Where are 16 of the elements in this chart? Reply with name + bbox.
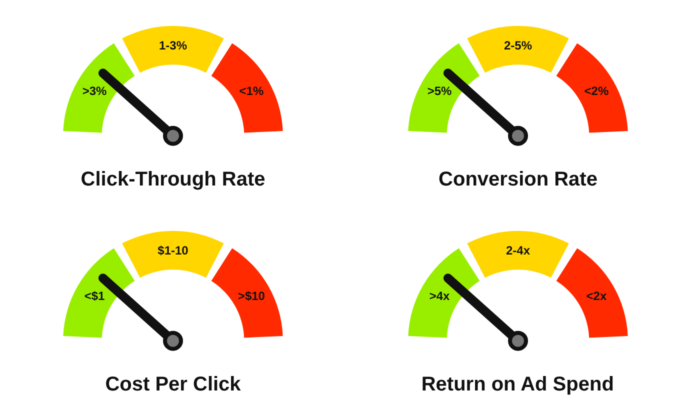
slice-label: >3% <box>82 84 108 98</box>
slice-label: 2-4x <box>506 244 530 258</box>
slice-label: 2-5% <box>504 38 532 53</box>
text: Click-Through Rate <box>80 168 266 191</box>
text: Return on Ad Spend <box>421 374 614 396</box>
text: Conversion Rate <box>438 168 598 191</box>
slice-label: <2x <box>586 288 607 303</box>
slice-label: 1-3% <box>158 38 188 53</box>
slice-label: <2% <box>584 84 609 98</box>
slice-label: >$10 <box>238 288 266 303</box>
slice-label: $1-10 <box>158 244 189 258</box>
slice-label: >5% <box>427 84 452 98</box>
text: Cost Per Click <box>105 374 242 396</box>
slice-label: >4x <box>429 288 450 303</box>
slice-label: <1% <box>239 84 264 98</box>
slice-label: <$1 <box>84 288 106 303</box>
